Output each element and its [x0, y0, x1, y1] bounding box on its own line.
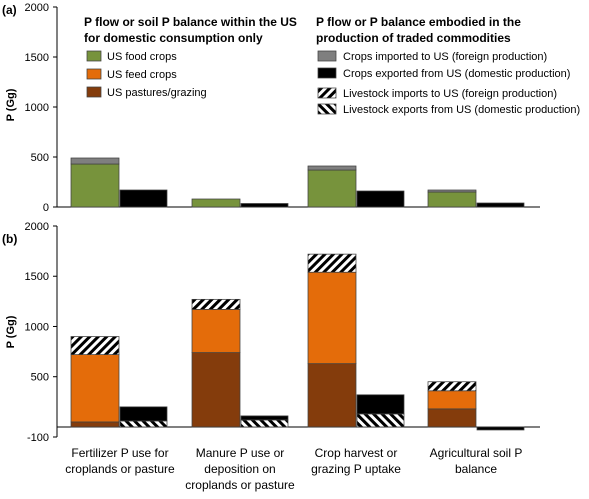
domestic-bar — [307, 169, 357, 208]
domestic-bar — [70, 421, 120, 428]
domestic-bar — [427, 191, 477, 208]
legend-left-title-line2: for domestic consumption only — [84, 31, 263, 45]
legend-right-title-line1: P flow or P balance embodied in the — [316, 15, 521, 29]
domestic-bar — [70, 163, 120, 208]
traded-bar — [119, 406, 168, 422]
domestic-bar — [191, 198, 241, 208]
category-label: croplands or pasture — [65, 462, 175, 476]
panel-label-b: (b) — [2, 232, 17, 246]
legend-item-label: US food crops — [107, 51, 177, 63]
domestic-bar — [191, 309, 241, 353]
traded-bar — [240, 203, 289, 208]
category-label: croplands or pasture — [185, 478, 295, 492]
legend-item-label: Livestock imports to US (foreign product… — [343, 88, 557, 100]
y-axis-title-a: P (Gg) — [5, 88, 17, 121]
category-labels: Fertilizer P use for croplands or pasture… — [65, 446, 522, 492]
legend-item-label: Livestock exports from US (domestic prod… — [343, 104, 580, 116]
traded-bar — [119, 420, 168, 428]
legend-swatch — [317, 50, 337, 62]
traded-bar — [119, 189, 168, 208]
category-label: Fertilizer P use for — [71, 446, 168, 460]
domestic-bar — [70, 354, 120, 423]
domestic-bar — [307, 271, 357, 365]
legend-swatch — [317, 67, 337, 79]
domestic-bar — [307, 363, 357, 428]
legend-item-label: US pastures/grazing — [107, 87, 207, 99]
legend-swatch — [317, 87, 337, 99]
category-label: Crop harvest or — [315, 446, 398, 460]
y-tick-label: 1500 — [25, 52, 49, 64]
domestic-bar — [427, 381, 477, 392]
category-label: balance — [455, 462, 497, 476]
legend-item-label: US feed crops — [107, 69, 177, 81]
domestic-bar — [70, 336, 120, 355]
y-axis-title-b: P (Gg) — [5, 315, 17, 348]
category-label: Agricultural soil P — [430, 446, 523, 460]
category-label: grazing P uptake — [311, 462, 401, 476]
legend-item-label: Crops exported from US (domestic product… — [343, 68, 570, 80]
legend: P flow or soil P balance within the US f… — [84, 15, 580, 116]
traded-bar — [240, 419, 289, 428]
domestic-bar — [427, 189, 477, 193]
traded-bar — [476, 202, 525, 208]
legend-swatch — [86, 68, 102, 80]
panel-b: -100 500 1000 1500 2000 — [25, 221, 540, 444]
traded-bar — [240, 415, 289, 421]
traded-bar — [356, 190, 405, 208]
panel-label-a: (a) — [2, 3, 17, 17]
domestic-bar — [307, 253, 357, 273]
y-tick-label: 1500 — [25, 271, 49, 283]
y-tick-label: 1000 — [25, 321, 49, 333]
legend-item-label: Crops imported to US (foreign production… — [343, 51, 547, 63]
domestic-bar — [427, 390, 477, 410]
traded-bar — [356, 413, 405, 428]
category-label: Manure P use or — [196, 446, 285, 460]
y-tick-label: 1000 — [25, 102, 49, 114]
legend-swatch — [317, 103, 337, 115]
domestic-bar — [427, 408, 477, 428]
traded-bar — [476, 426, 525, 431]
y-tick-label: 500 — [31, 372, 49, 384]
category-label: deposition on — [204, 462, 275, 476]
y-tick-label: 2000 — [25, 221, 49, 233]
y-tick-label: 500 — [31, 152, 49, 164]
legend-right-title-line2: production of traded commodities — [316, 31, 511, 45]
legend-swatch — [86, 86, 102, 98]
legend-swatch — [86, 50, 102, 62]
y-tick-label: 2000 — [25, 2, 49, 14]
domestic-bar — [70, 157, 120, 165]
legend-left-title-line1: P flow or soil P balance within the US — [84, 15, 297, 29]
panel-a: 0 500 1000 1500 2000 — [25, 2, 540, 214]
domestic-bar — [191, 298, 241, 310]
domestic-bar — [307, 165, 357, 171]
y-tick-label: -100 — [27, 432, 49, 444]
traded-bar — [356, 394, 405, 415]
domestic-bar — [191, 352, 241, 428]
y-tick-label: 0 — [43, 202, 49, 214]
